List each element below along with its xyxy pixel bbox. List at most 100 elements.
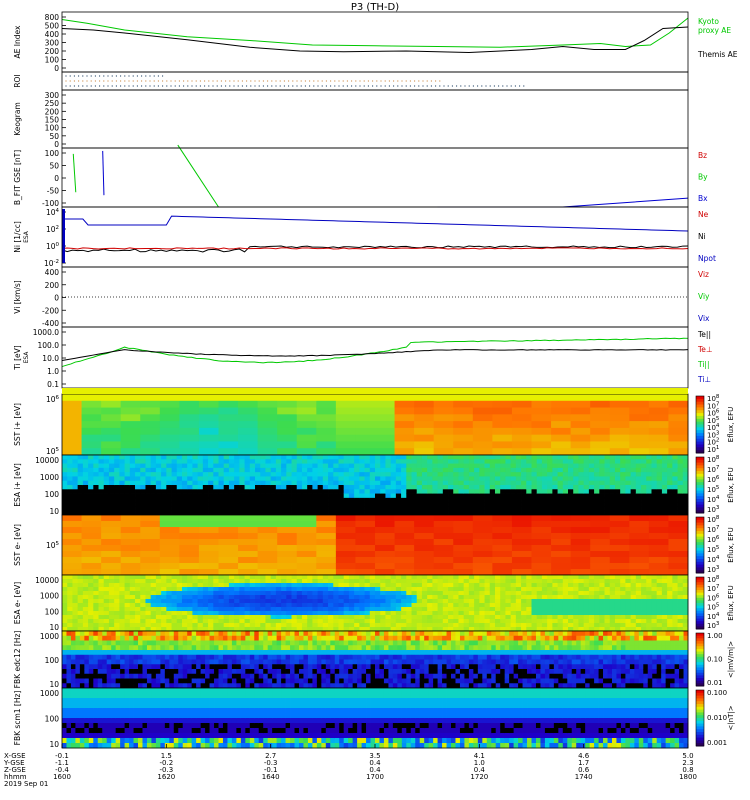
heat-cell (244, 489, 251, 494)
heat-cell (169, 650, 175, 656)
heat-cell (468, 603, 475, 608)
heat-cell (511, 414, 532, 422)
heat-cell (240, 635, 246, 641)
ytick-label: 100 (45, 607, 60, 616)
heat-cell (277, 421, 298, 429)
roi-dot (162, 85, 164, 87)
heat-cell (468, 497, 475, 503)
legend-bx: Bx (698, 194, 708, 203)
heat-cell (474, 497, 480, 503)
heat-cell (547, 472, 553, 477)
heat-cell (588, 480, 595, 486)
heat-cell (72, 615, 79, 620)
heat-cell (590, 521, 611, 528)
panel-roi: ROI (13, 71, 689, 91)
heat-cell (588, 455, 595, 460)
heat-cell (421, 459, 428, 464)
heat-cell (573, 587, 579, 592)
colorbar-label: <|mV/m|> (727, 641, 735, 678)
heat-cell (614, 497, 621, 503)
heat-cell (265, 587, 272, 592)
heat-cell (98, 607, 105, 612)
heat-cell (573, 603, 579, 608)
heat-cell (140, 627, 146, 632)
roi-dot (128, 75, 130, 77)
heat-cell (578, 603, 585, 608)
heat-cell (98, 502, 105, 507)
heat-cell (369, 607, 376, 612)
heat-cell (411, 575, 418, 580)
heat-cell (120, 533, 141, 540)
heat-cell (140, 459, 146, 464)
heat-cell (390, 603, 397, 608)
heat-cell (557, 595, 564, 600)
colorbar-swatch (696, 487, 704, 492)
heat-cell (552, 575, 558, 580)
heat-cell (187, 619, 193, 624)
heat-cell (97, 683, 103, 689)
heat-cell (458, 463, 465, 469)
heat-cell (570, 539, 591, 546)
heat-cell (301, 579, 308, 584)
heat-cell (239, 603, 245, 608)
heat-cell (682, 455, 689, 460)
heat-cell (234, 611, 240, 616)
heat-cell (604, 502, 611, 507)
heat-cell (629, 407, 650, 415)
heat-cell (275, 467, 282, 473)
heat-cell (145, 607, 152, 612)
heat-cell (228, 455, 235, 460)
heat-cell (197, 497, 204, 503)
heat-cell (93, 463, 99, 469)
heat-cell (453, 611, 459, 616)
heat-cell (138, 635, 143, 641)
heat-cell (176, 485, 183, 490)
heat-cell (594, 480, 600, 486)
heat-cell (218, 521, 239, 528)
heat-cell (651, 502, 658, 507)
heat-cell (651, 623, 658, 628)
heat-cell (124, 683, 130, 689)
heat-cell (348, 506, 355, 512)
heat-cell (453, 591, 459, 596)
heat-cell (234, 615, 240, 620)
heat-cell (245, 645, 251, 651)
heat-cell (427, 510, 433, 516)
heat-cell (192, 623, 199, 628)
heat-cell (395, 497, 402, 503)
heat-cell (93, 497, 99, 503)
heat-cell (106, 650, 112, 656)
panel-ylabel: ESA e- [eV] (13, 582, 22, 625)
heat-cell (62, 480, 68, 486)
heat-cell (479, 497, 485, 503)
colorbar-swatch (696, 517, 704, 521)
heat-cell (106, 635, 112, 641)
heat-cell (515, 575, 522, 580)
heat-cell (609, 575, 616, 580)
heat-cell (484, 579, 491, 584)
heat-cell (81, 434, 102, 442)
heat-cell (547, 615, 553, 620)
heat-cell (552, 587, 558, 592)
heat-cell (119, 611, 125, 616)
heat-cell (75, 631, 81, 637)
heat-cell (494, 615, 501, 620)
heat-cell (468, 472, 475, 477)
heat-cell (120, 414, 141, 422)
heat-cell (500, 603, 506, 608)
heat-cell (505, 510, 512, 516)
heat-cell (656, 472, 663, 477)
heat-cell (72, 603, 79, 608)
heat-cell (240, 645, 246, 651)
heat-cell (614, 591, 621, 596)
heat-cell (307, 455, 313, 460)
panel-frame (61, 11, 689, 73)
roi-dot (94, 75, 96, 77)
heat-cell (472, 521, 493, 528)
heat-cell (228, 480, 235, 486)
roi-dot (422, 85, 424, 87)
heat-cell (494, 627, 501, 632)
heat-cell (129, 664, 134, 670)
panel-temp: Ti [eV] ESA1000.0100.010.01.00.1Te||Te⊥Ti… (13, 326, 712, 389)
heat-cell (437, 623, 444, 628)
